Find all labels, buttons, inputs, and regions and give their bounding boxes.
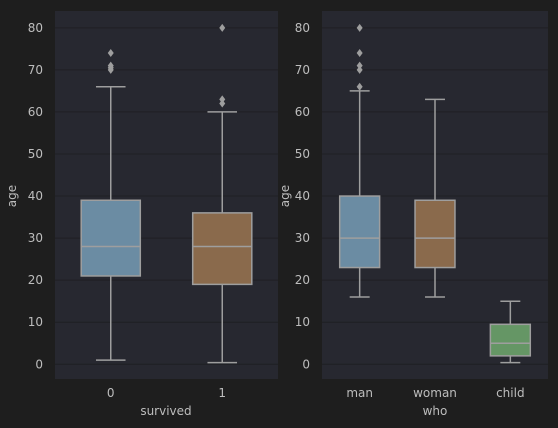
y-tick-label: 60 bbox=[28, 105, 43, 119]
y-tick-label: 40 bbox=[28, 189, 43, 203]
box-iqr bbox=[338, 195, 381, 269]
x-tick-label: man bbox=[346, 386, 373, 400]
outlier-point bbox=[356, 23, 363, 32]
x-tick-label: woman bbox=[413, 386, 457, 400]
y-tick-label: 10 bbox=[295, 315, 310, 329]
y-tick-label: 50 bbox=[295, 147, 310, 161]
y-axis-label: age bbox=[278, 185, 292, 207]
x-axis-label: who bbox=[423, 404, 448, 418]
outlier-point bbox=[356, 65, 363, 74]
y-tick-label: 10 bbox=[28, 315, 43, 329]
y-tick-label: 80 bbox=[295, 21, 310, 35]
outlier-point bbox=[219, 95, 226, 104]
x-tick-label: 0 bbox=[107, 386, 115, 400]
y-tick-label: 30 bbox=[28, 231, 43, 245]
y-axis-label: age bbox=[5, 185, 19, 207]
box-iqr bbox=[489, 323, 532, 357]
outlier-point bbox=[107, 49, 114, 58]
box-0 bbox=[80, 49, 142, 361]
y-tick-label: 60 bbox=[295, 105, 310, 119]
x-axis-label: survived bbox=[140, 404, 191, 418]
x-tick-label: child bbox=[496, 386, 525, 400]
box-child bbox=[489, 300, 532, 364]
x-tick-label: 1 bbox=[218, 386, 226, 400]
y-tick-label: 0 bbox=[35, 357, 43, 371]
outlier-point bbox=[356, 61, 363, 70]
box-iqr bbox=[414, 199, 456, 269]
outlier-point bbox=[356, 82, 363, 91]
outlier-point bbox=[356, 49, 363, 58]
y-tick-label: 20 bbox=[28, 273, 43, 287]
box-iqr bbox=[80, 199, 142, 277]
y-tick-label: 30 bbox=[295, 231, 310, 245]
y-tick-label: 0 bbox=[302, 357, 310, 371]
box-man bbox=[338, 23, 381, 298]
subplot-1: 0 10 20 30 40 50 60 70 80 0 1 survived age bbox=[5, 11, 278, 418]
y-tick-label: 80 bbox=[28, 21, 43, 35]
y-tick-label: 70 bbox=[28, 63, 43, 77]
box-1 bbox=[191, 23, 253, 364]
box-iqr bbox=[191, 212, 253, 286]
outlier-point bbox=[219, 99, 226, 108]
box-woman bbox=[414, 98, 456, 298]
y-tick-label: 40 bbox=[295, 189, 310, 203]
outlier-point bbox=[107, 61, 114, 70]
y-tick-label: 50 bbox=[28, 147, 43, 161]
outlier-point bbox=[219, 23, 226, 32]
y-tick-label: 70 bbox=[295, 63, 310, 77]
plot-area bbox=[55, 11, 278, 379]
subplot-2: 0 10 20 30 40 50 60 70 80 man woman child who age bbox=[278, 11, 548, 418]
y-tick-label: 20 bbox=[295, 273, 310, 287]
